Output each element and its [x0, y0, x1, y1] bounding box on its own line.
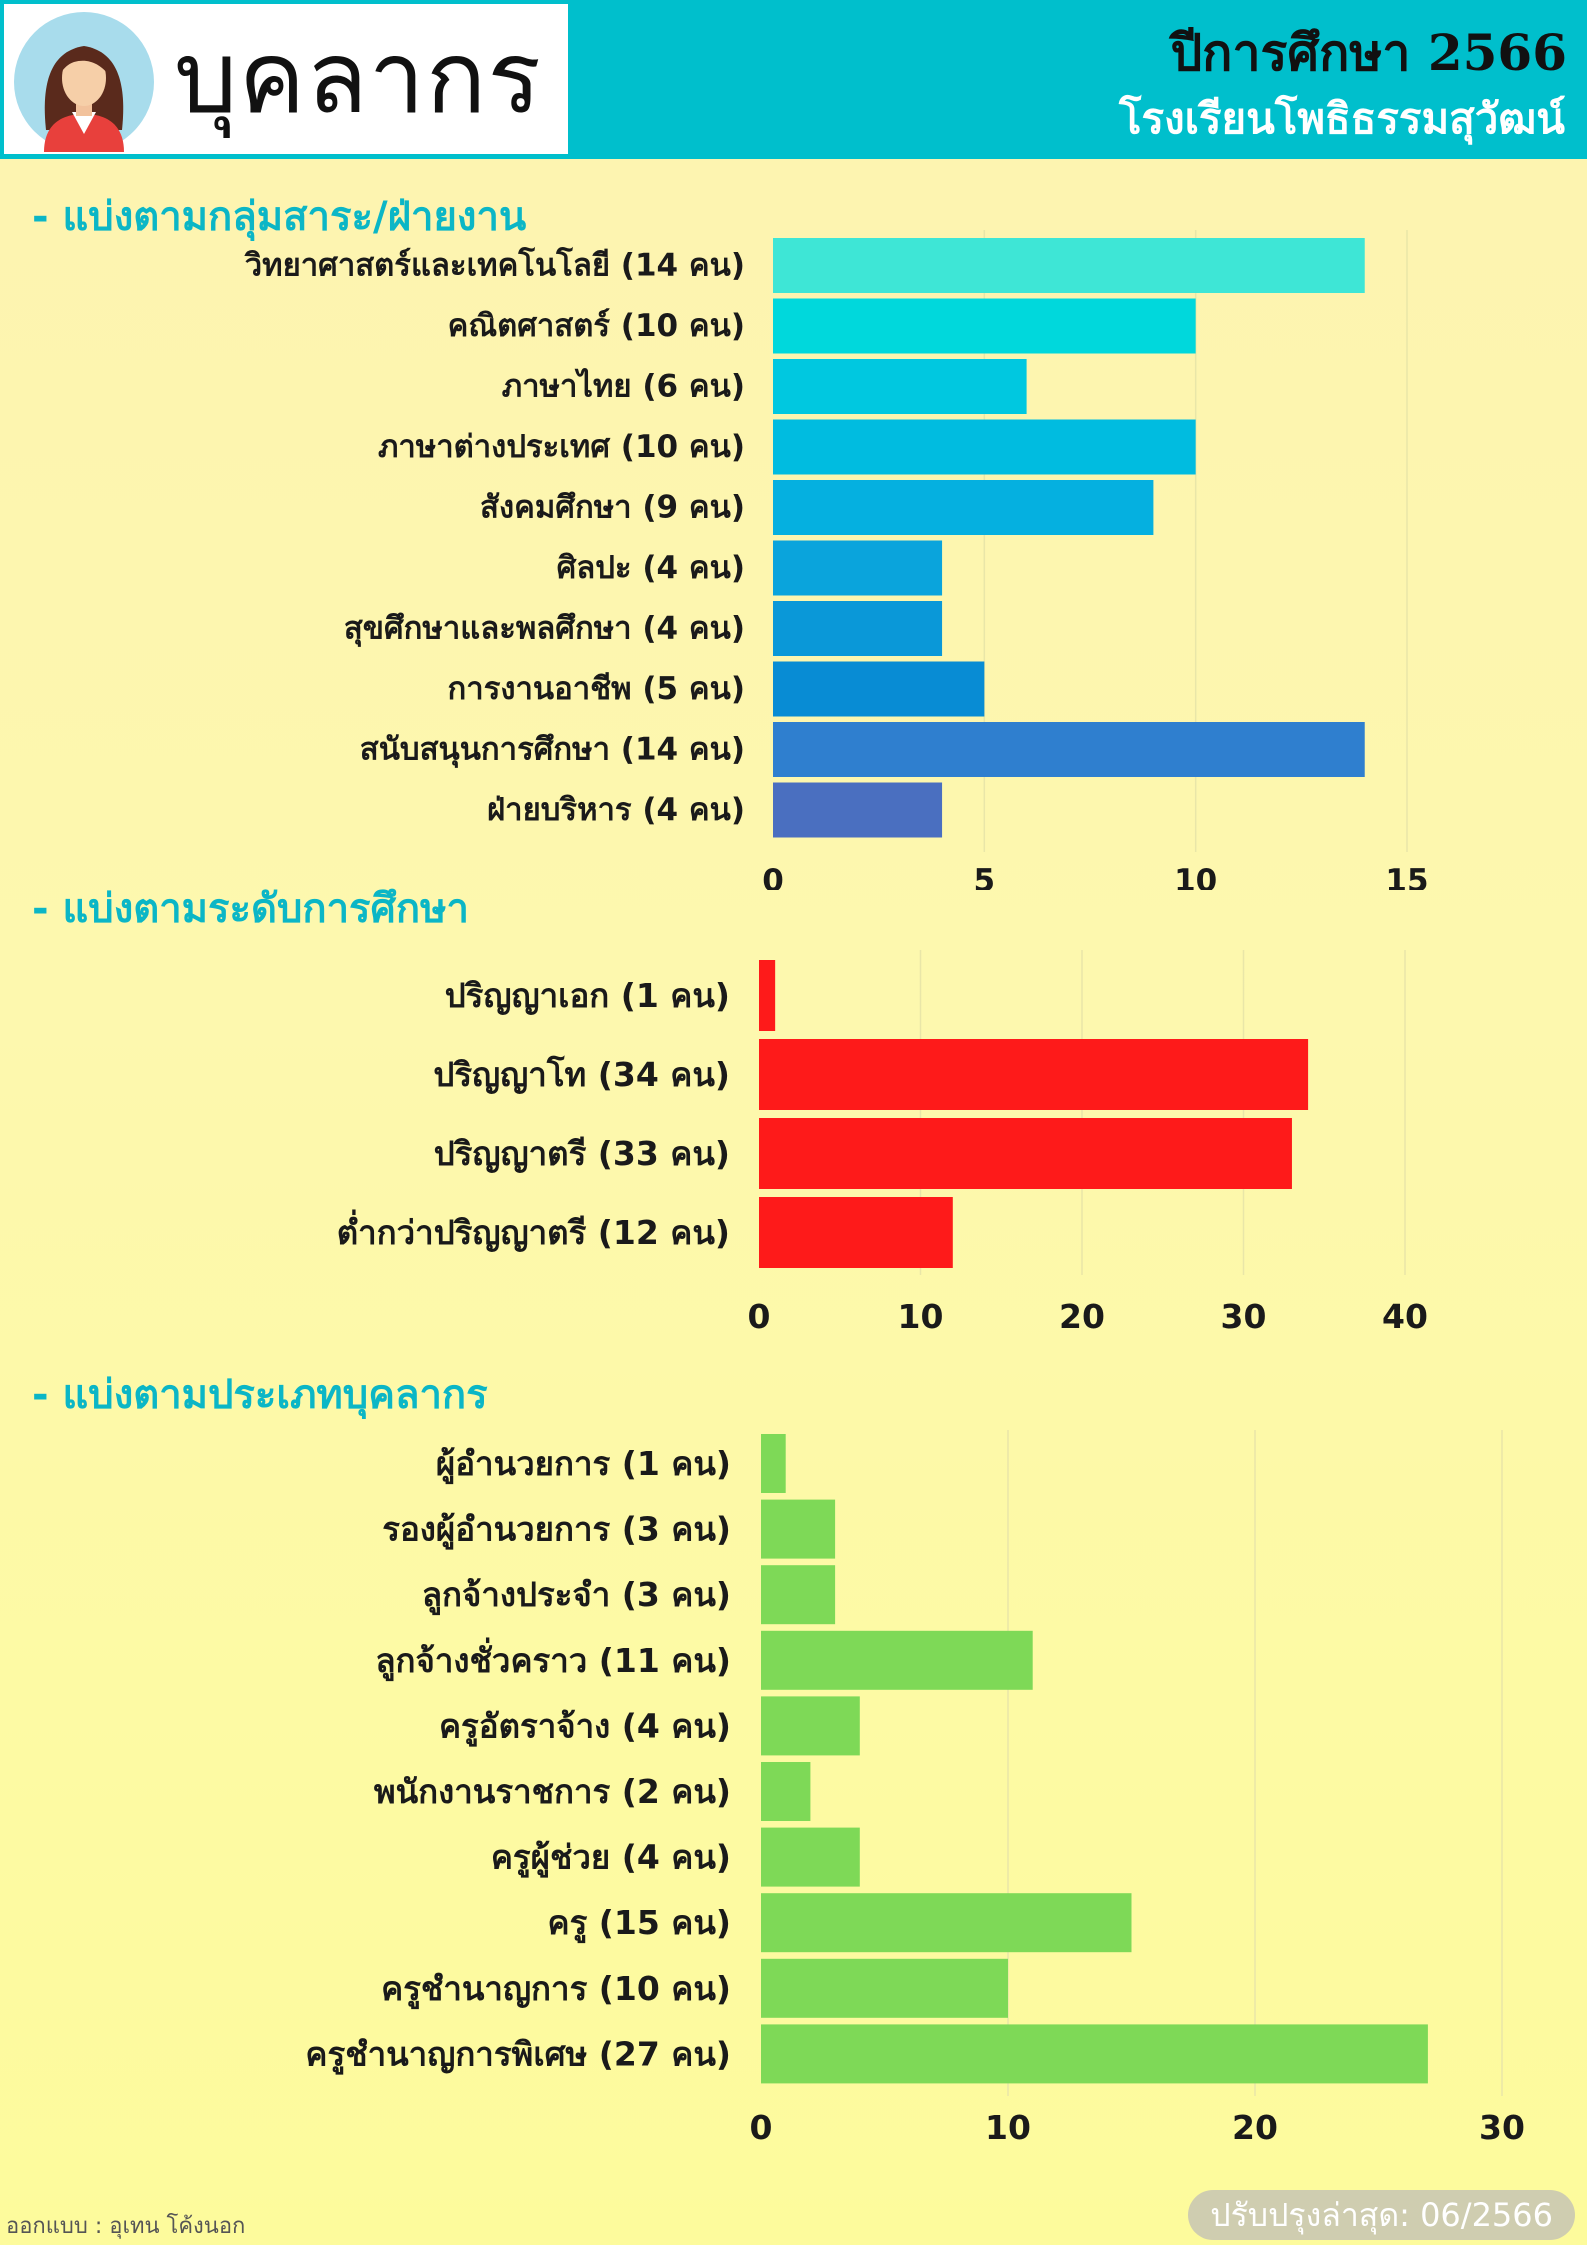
bar	[773, 359, 1027, 414]
category-label: ศิลปะ (4 คน)	[557, 550, 745, 586]
bar	[773, 419, 1196, 475]
bar	[759, 1118, 1292, 1189]
category-label: วิทยาศาสตร์และเทคโนโลยี (14 คน)	[244, 247, 745, 284]
bar	[761, 1893, 1132, 1953]
person-avatar-icon	[14, 12, 154, 152]
bar	[773, 238, 1365, 293]
section-title-personnel-type: - แบ่งตามประเภทบุคลากร	[32, 1372, 488, 1418]
bar	[759, 1197, 953, 1268]
tick-label: 20	[1232, 2108, 1278, 2147]
tick-label: 0	[762, 863, 784, 890]
page-title: บุคลากร	[174, 19, 543, 136]
bar	[761, 1696, 860, 1756]
category-label: ภาษาต่างประเทศ (10 คน)	[378, 429, 745, 465]
bar	[773, 782, 943, 838]
category-label: สุขศึกษาและพลศึกษา (4 คน)	[344, 611, 745, 648]
category-label: สนับสนุนการศึกษา (14 คน)	[360, 732, 745, 769]
tick-label: 10	[985, 2108, 1031, 2147]
chart-subject-groups: วิทยาศาสตร์และเทคโนโลยี (14 คน) คณิตศาสตร…	[0, 230, 1587, 890]
bar	[773, 480, 1154, 535]
bar	[761, 1827, 860, 1887]
tick-label: 20	[1059, 1297, 1105, 1335]
bar	[773, 722, 1365, 777]
category-label: ครูชำนาญการพิเศษ (27 คน)	[305, 2034, 731, 2075]
category-label: ลูกจ้างประจำ (3 คน)	[422, 1575, 731, 1616]
bar	[773, 298, 1196, 354]
chart-svg: วิทยาศาสตร์และเทคโนโลยี (14 คน) คณิตศาสตร…	[244, 230, 1429, 890]
tick-label: 40	[1382, 1297, 1428, 1335]
category-label: ปริญญาตรี (33 คน)	[434, 1134, 730, 1173]
tick-label: 30	[1221, 1297, 1267, 1335]
tick-label: 5	[974, 863, 996, 890]
header-banner: บุคลากร ปีการศึกษา 2566 โรงเรียนโพธิธรรม…	[0, 0, 1587, 159]
tick-label: 10	[1174, 863, 1217, 890]
tick-label: 30	[1479, 2108, 1525, 2147]
chart-svg: ผู้อำนวยการ (1 คน) รองผู้อำนวยการ (3 คน) ล…	[305, 1430, 1525, 2147]
section-title-education-level: - แบ่งตามระดับการศึกษา	[32, 886, 469, 932]
category-label: ฝ่ายบริหาร (4 คน)	[487, 792, 745, 828]
category-label: ลูกจ้างชั่วคราว (11 คน)	[375, 1637, 731, 1682]
chart-education-level: ปริญญาเอก (1 คน) ปริญญาโท (34 คน) ปริญญาตร…	[0, 950, 1587, 1335]
category-label: รองผู้อำนวยการ (3 คน)	[382, 1510, 731, 1551]
category-label: สังคมศึกษา (9 คน)	[480, 490, 745, 526]
section-title-subject-groups: - แบ่งตามกลุ่มสาระ/ฝ่ายงาน	[32, 194, 527, 240]
tick-label: 10	[898, 1297, 944, 1335]
category-label: พนักงานราชการ (2 คน)	[374, 1772, 731, 1811]
category-label: การงานอาชีพ (5 คน)	[448, 671, 745, 707]
tick-label: 0	[748, 1297, 771, 1335]
category-label: ปริญญาเอก (1 คน)	[445, 976, 730, 1015]
chart-personnel-type: ผู้อำนวยการ (1 คน) รองผู้อำนวยการ (3 คน) ล…	[0, 1430, 1587, 2150]
bar	[761, 2024, 1428, 2084]
category-label: ปริญญาโท (34 คน)	[433, 1055, 730, 1094]
bar	[761, 1434, 786, 1493]
academic-year: ปีการศึกษา 2566	[1170, 23, 1567, 82]
bar	[773, 540, 943, 596]
category-label: ครูชำนาญการ (10 คน)	[381, 1969, 731, 2010]
title-box: บุคลากร	[4, 4, 568, 154]
bar	[761, 1958, 1008, 2018]
bar	[761, 1499, 836, 1559]
bar	[773, 601, 943, 656]
tick-label: 15	[1385, 863, 1428, 890]
category-label: ครู (15 คน)	[548, 1903, 732, 1944]
bar	[761, 1565, 836, 1625]
designer-credit: ออกแบบ : อุเทน โค้งนอก	[6, 2214, 246, 2239]
bar	[759, 960, 776, 1031]
last-updated-badge: ปรับปรุงล่าสุด: 06/2566	[1188, 2190, 1575, 2240]
bar	[761, 1630, 1033, 1690]
category-label: ผู้อำนวยการ (1 คน)	[436, 1444, 731, 1485]
bar	[761, 1762, 811, 1821]
school-name: โรงเรียนโพธิธรรมสุวัฒน์	[1118, 94, 1565, 143]
bar	[773, 661, 985, 717]
category-label: คณิตศาสตร์ (10 คน)	[448, 308, 745, 344]
tick-label: 0	[750, 2108, 773, 2147]
category-label: ภาษาไทย (6 คน)	[502, 368, 745, 405]
category-label: ครูผู้ช่วย (4 คน)	[491, 1838, 731, 1879]
chart-svg: ปริญญาเอก (1 คน) ปริญญาโท (34 คน) ปริญญาตร…	[337, 950, 1428, 1335]
category-label: ต่ำกว่าปริญญาตรี (12 คน)	[337, 1209, 730, 1252]
bar	[759, 1039, 1309, 1110]
category-label: ครูอัตราจ้าง (4 คน)	[439, 1706, 731, 1747]
